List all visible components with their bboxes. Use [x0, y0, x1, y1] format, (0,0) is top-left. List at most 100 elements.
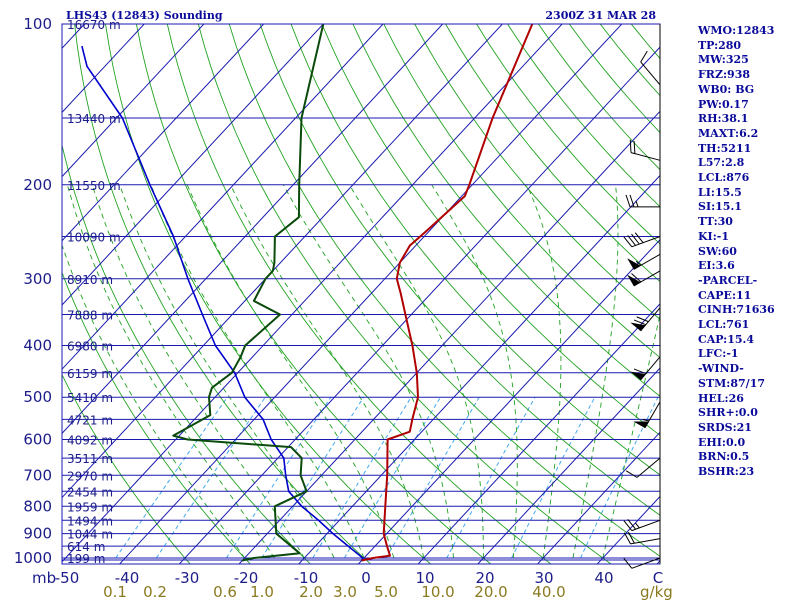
index-line: CAP:15.4 — [698, 332, 755, 346]
pressure-label: 800 — [23, 497, 52, 515]
mixing-ratio-label: 0.2 — [143, 583, 167, 600]
mixing-ratio-label: 40.0 — [532, 583, 565, 600]
temperature-tick-label: 0 — [361, 569, 371, 587]
moist-adiabat — [526, 184, 562, 559]
wind-barb — [623, 518, 661, 532]
temperature-tick-label: -30 — [175, 569, 200, 587]
index-line: EHI:0.0 — [698, 435, 746, 449]
index-line: EI:3.6 — [698, 259, 735, 273]
index-line: STM:87/17 — [698, 376, 765, 390]
index-line: RH:38.1 — [698, 112, 749, 126]
temperature-unit-label: C — [653, 569, 663, 587]
index-line: FRZ:938 — [698, 68, 751, 82]
mixing-ratio-unit: g/kg — [640, 583, 673, 600]
mixing-ratio-label: 2.0 — [299, 583, 323, 600]
height-label: 8910 m — [67, 273, 113, 287]
pressure-label: 700 — [23, 466, 52, 484]
pressure-label: 100 — [23, 15, 52, 33]
isotherm-line — [62, 24, 324, 306]
isotherm-line — [62, 24, 145, 114]
wind-barb — [630, 356, 661, 381]
temperature-tick-label: -10 — [294, 569, 319, 587]
index-line: TT:30 — [698, 215, 733, 229]
wind-barb — [627, 270, 661, 287]
isotherm-line — [417, 303, 660, 564]
temperature-tick-label: -20 — [234, 569, 259, 587]
index-line: LI:15.5 — [698, 185, 742, 199]
height-label: 7888 m — [67, 309, 113, 323]
height-label: 2454 m — [67, 485, 113, 499]
isotherm-line — [62, 24, 205, 178]
height-label: 6980 m — [67, 340, 113, 354]
pressure-label: 400 — [23, 337, 52, 355]
index-line: MW:325 — [698, 53, 749, 67]
wind-barb — [623, 232, 661, 248]
wind-barb — [623, 557, 661, 569]
moist-adiabat — [230, 184, 425, 559]
index-line: LFC:-1 — [698, 347, 739, 361]
isotherm-line — [357, 238, 660, 564]
wind-barb — [629, 139, 661, 161]
moist-adiabat — [150, 184, 365, 559]
wind-barb — [623, 531, 661, 545]
wind-barb — [625, 457, 661, 478]
isotherm-line — [62, 24, 265, 242]
mixing-ratio-label: 0.1 — [103, 583, 127, 600]
valid-time: 2300Z 31 MAR 28 — [545, 9, 656, 22]
mixing-ratio-label: 3.0 — [333, 583, 357, 600]
height-label: 6159 m — [67, 367, 113, 381]
dry-adiabat — [62, 271, 251, 564]
pressure-label: 300 — [23, 270, 52, 288]
height-label: 3511 m — [67, 452, 113, 466]
isotherm-line — [298, 174, 660, 564]
height-label: 4092 m — [67, 434, 113, 448]
temperature-tick-label: 20 — [475, 569, 494, 587]
height-label: 1044 m — [67, 528, 113, 542]
wind-barb — [625, 194, 661, 208]
moist-adiabat — [119, 184, 335, 559]
index-line: MAXT:6.2 — [698, 126, 759, 140]
index-line: CAPE:11 — [698, 288, 752, 302]
moist-adiabat — [283, 184, 455, 559]
dry-adiabat — [62, 373, 191, 564]
mixing-ratio-line — [511, 396, 596, 559]
height-label: 2970 m — [67, 469, 113, 483]
height-label: 614 m — [67, 540, 105, 554]
wind-barb — [627, 253, 661, 270]
mixing-ratio-label: 5.0 — [374, 583, 398, 600]
stability-indices-panel: WMO:12843 TP:280 MW:325 FRZ:938 WB0: BG PW:0.… — [698, 24, 775, 480]
dry-adiabat — [74, 24, 372, 564]
pressure-label: 900 — [23, 525, 52, 543]
pressure-label: 600 — [23, 431, 52, 449]
temperature-tick-label: -40 — [115, 569, 140, 587]
dry-adiabat — [792, 0, 800, 569]
mixing-ratio-label: 1.0 — [250, 583, 274, 600]
isotherm-line — [118, 24, 623, 564]
temperature-tick-label: 40 — [594, 569, 613, 587]
parcel-trace — [81, 45, 364, 561]
index-line: -WIND- — [698, 362, 744, 376]
height-label: 1494 m — [67, 514, 113, 528]
height-label: 10090 m — [67, 231, 121, 245]
isotherm-line — [477, 367, 660, 564]
temperature-tick-label: 10 — [415, 569, 434, 587]
index-line: LCL:761 — [698, 318, 750, 332]
height-label: 4721 m — [67, 413, 113, 427]
index-line: SHR+:0.0 — [698, 406, 758, 420]
temperature-tick-label: -50 — [55, 569, 80, 587]
index-line: LCL:876 — [698, 171, 750, 185]
height-label: 199 m — [67, 552, 105, 566]
pressure-label: 1000 — [14, 549, 52, 567]
height-label: 16670 m — [67, 18, 121, 32]
isotherm-line — [62, 24, 444, 435]
index-line: L57:2.8 — [698, 156, 745, 170]
index-line: KI:-1 — [698, 229, 729, 243]
mixing-ratio-label: 10.0 — [421, 583, 454, 600]
height-label: 1959 m — [67, 500, 113, 514]
index-line: SI:15.1 — [698, 200, 742, 214]
isotherm-line — [62, 24, 563, 563]
pressure-label: 200 — [23, 176, 52, 194]
index-line: TH:5211 — [698, 141, 752, 155]
height-label: 5410 m — [67, 391, 113, 405]
